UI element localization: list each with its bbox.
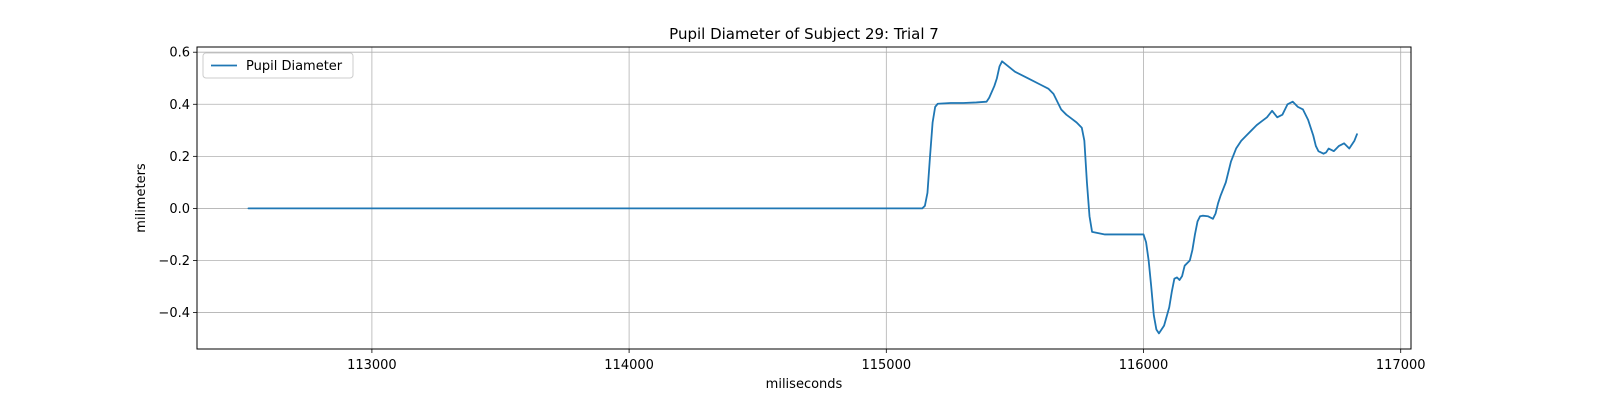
- y-tick-label: −0.2: [158, 254, 190, 269]
- legend: Pupil Diameter: [202, 52, 354, 79]
- grid-lines: [197, 47, 1411, 349]
- y-tick-label: 0.0: [169, 202, 190, 217]
- y-tick-label: 0.2: [169, 150, 190, 165]
- series-line-pupil-diameter: [247, 60, 1358, 335]
- x-tick-label: 115000: [861, 358, 911, 373]
- series-layer: [247, 60, 1358, 335]
- x-axis-label: miliseconds: [766, 377, 843, 392]
- chart-title: Pupil Diameter of Subject 29: Trial 7: [669, 25, 939, 43]
- axis-ticks: 113000 114000 115000 116000 117000 −0.4 −0.2 0.…: [158, 46, 1425, 373]
- y-tick-label: −0.4: [158, 306, 190, 321]
- y-tick-label: 0.6: [169, 46, 190, 61]
- legend-box: [202, 52, 354, 79]
- legend-entry: Pupil Diameter: [246, 59, 343, 74]
- y-tick-label: 0.4: [169, 98, 190, 113]
- x-tick-label: 116000: [1119, 358, 1169, 373]
- x-tick-label: 114000: [604, 358, 654, 373]
- y-axis-label: milimeters: [134, 163, 149, 233]
- plot-frame: [196, 46, 1412, 350]
- x-tick-label: 113000: [347, 358, 397, 373]
- x-tick-label: 117000: [1376, 358, 1426, 373]
